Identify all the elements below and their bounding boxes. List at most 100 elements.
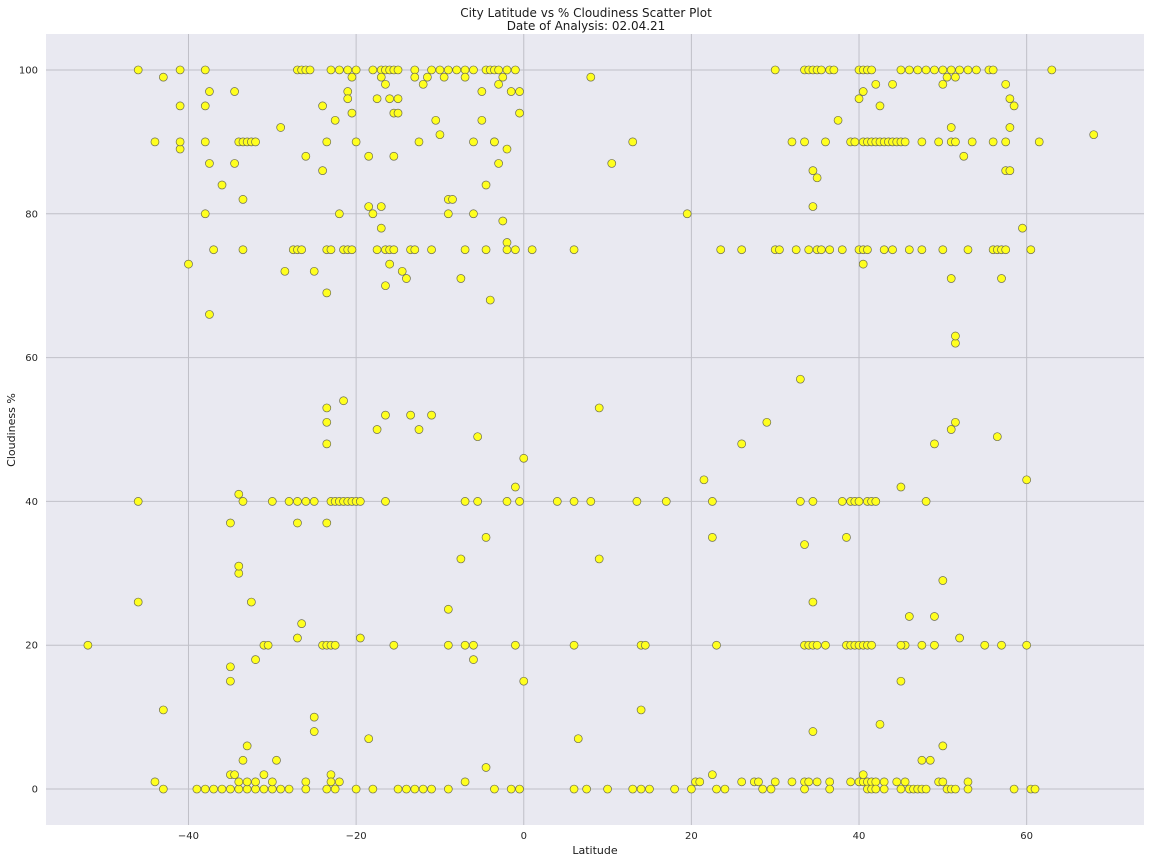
scatter-point [490,784,499,794]
scatter-point [938,65,948,75]
scatter-point [439,72,449,82]
scatter-point [875,101,885,111]
scatter-point [695,777,705,787]
scatter-point [389,151,399,161]
scatter-point [858,259,868,269]
scatter-point [293,633,302,643]
scatter-point [473,432,483,442]
scatter-point [812,777,822,787]
scatter-point [938,777,948,787]
scatter-point [175,65,185,75]
scatter-point [226,784,235,794]
y-tick-label: 100 [19,65,38,76]
scatter-point [863,245,872,255]
scatter-point [347,72,357,82]
scatter-point [1009,101,1019,111]
scatter-point [175,144,185,154]
scatter-point [389,245,399,255]
scatter-point [267,777,277,787]
scatter-point [381,281,390,291]
scatter-point [871,497,881,506]
scatter-point [431,115,441,125]
scatter-point [460,245,470,255]
scatter-point [494,79,503,89]
scatter-point [372,425,382,434]
scatter-point [205,310,214,319]
scatter-point [519,676,529,686]
scatter-point [921,784,931,794]
scatter-point [293,497,302,506]
scatter-point [661,497,671,506]
scatter-point [381,79,390,89]
scatter-point [682,209,692,219]
scatter-point [963,777,973,787]
scatter-point [951,417,960,427]
scatter-point [967,137,977,147]
scatter-point [452,65,462,75]
scatter-point [515,108,524,118]
scatter-point [234,777,244,787]
scatter-point [293,518,302,528]
scatter-point [205,87,214,96]
scatter-point [364,202,374,211]
scatter-point [938,245,948,255]
scatter-point [762,417,772,427]
scatter-point [963,784,973,794]
scatter-point [569,245,579,255]
x-tick-label: 0 [521,831,527,842]
scatter-point [443,640,453,650]
scatter-point [389,640,399,650]
scatter-point [988,137,998,147]
scatter-point [326,770,336,780]
scatter-point [833,115,843,125]
scatter-point [955,633,964,643]
scatter-point [951,784,960,794]
scatter-point [301,497,311,506]
scatter-point [896,784,906,794]
scatter-point [502,245,512,255]
scatter-point [469,137,478,147]
scatter-point [825,784,835,794]
scatter-point [628,137,638,147]
x-tick-label: 20 [685,831,698,842]
scatter-point [917,755,927,765]
scatter-point [251,137,260,147]
scatter-point [607,159,617,168]
chart-title: City Latitude vs % Cloudiness Scatter Pl… [460,6,712,20]
scatter-point [791,245,801,255]
scatter-point [335,777,344,787]
x-tick-label: −40 [178,831,199,842]
scatter-point [393,108,403,118]
scatter-point [443,65,453,75]
scatter-point [259,784,269,794]
scatter-point [871,79,881,89]
y-tick-label: 0 [32,785,38,796]
scatter-point [217,180,227,190]
scatter-point [318,101,327,111]
scatter-point [272,755,281,765]
chart-subtitle: Date of Analysis: 02.04.21 [507,19,666,33]
scatter-point [816,245,826,255]
scatter-point [867,65,876,75]
scatter-point [892,777,902,787]
scatter-point [284,497,294,506]
scatter-point [712,784,721,794]
scatter-point [481,763,491,772]
scatter-point [921,497,931,506]
scatter-point [427,65,436,75]
scatter-point [381,410,390,420]
scatter-point [364,734,374,744]
scatter-point [460,65,470,75]
scatter-point [209,245,218,255]
scatter-point [1022,640,1032,650]
scatter-point [427,410,436,420]
scatter-point [896,640,906,650]
scatter-point [800,540,809,549]
scatter-point [1001,245,1011,255]
scatter-point [511,245,520,255]
scatter-point [322,403,332,413]
scatter-point [343,94,353,104]
scatter-point [226,518,235,528]
scatter-point [594,554,604,564]
scatter-point [209,784,218,794]
